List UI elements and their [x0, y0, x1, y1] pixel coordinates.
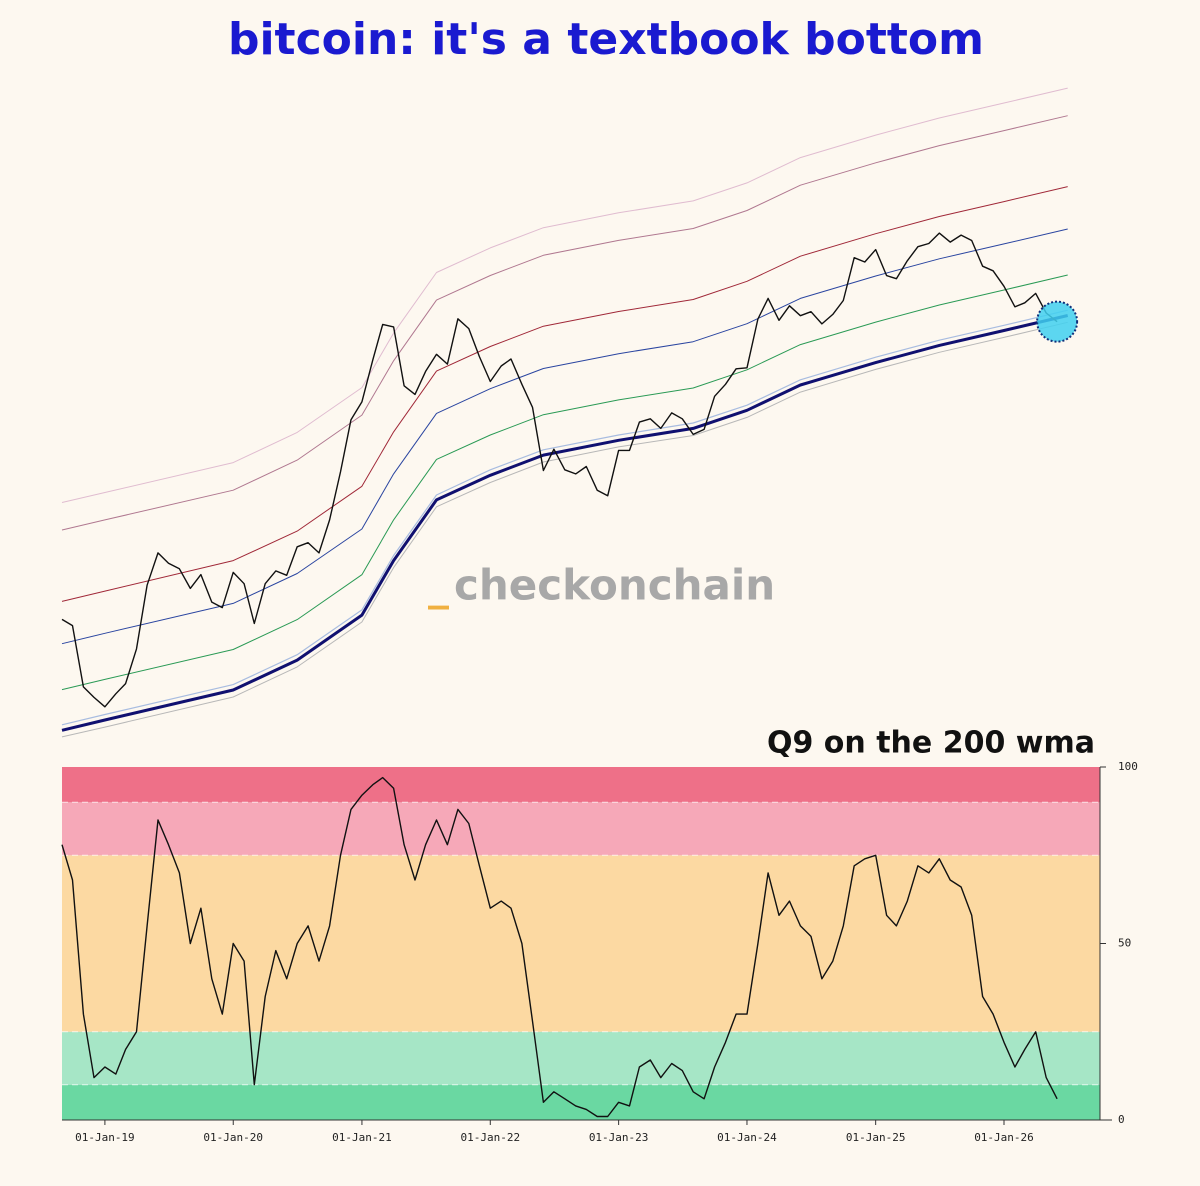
zone [62, 1031, 1100, 1085]
highlight-marker [1036, 300, 1079, 343]
band-line [61, 115, 1068, 531]
x-tick-label: 01-Jan-19 [75, 1131, 135, 1144]
series-line [61, 232, 1058, 708]
x-tick-label: 01-Jan-24 [717, 1131, 777, 1144]
series-line [61, 776, 1058, 1118]
band-line [61, 321, 1068, 738]
subtitle: Q9 on the 200 wma [767, 726, 1095, 761]
x-tick-label: 01-Jan-26 [974, 1131, 1034, 1144]
band-line [61, 186, 1068, 602]
watermark: checkonchain [454, 561, 775, 610]
watermark-prefix: _ [428, 561, 449, 610]
x-tick-label: 01-Jan-25 [846, 1131, 906, 1144]
title: bitcoin: it's a textbook bottom [228, 14, 984, 65]
band-line [61, 314, 1069, 732]
zone [62, 767, 1100, 803]
band-line [61, 309, 1068, 726]
zone [62, 855, 1100, 1032]
x-tick-label: 01-Jan-23 [589, 1131, 649, 1144]
zone [62, 1084, 1100, 1120]
band-line [61, 87, 1068, 503]
zone [62, 802, 1100, 856]
x-tick-label: 01-Jan-20 [203, 1131, 263, 1144]
y-tick-label: 0 [1118, 1113, 1125, 1126]
x-tick-label: 01-Jan-21 [332, 1131, 392, 1144]
band-line [61, 228, 1068, 645]
y-tick-label: 50 [1118, 937, 1131, 950]
x-tick-label: 01-Jan-22 [460, 1131, 520, 1144]
y-tick-label: 100 [1118, 760, 1138, 773]
band-line [61, 274, 1068, 691]
